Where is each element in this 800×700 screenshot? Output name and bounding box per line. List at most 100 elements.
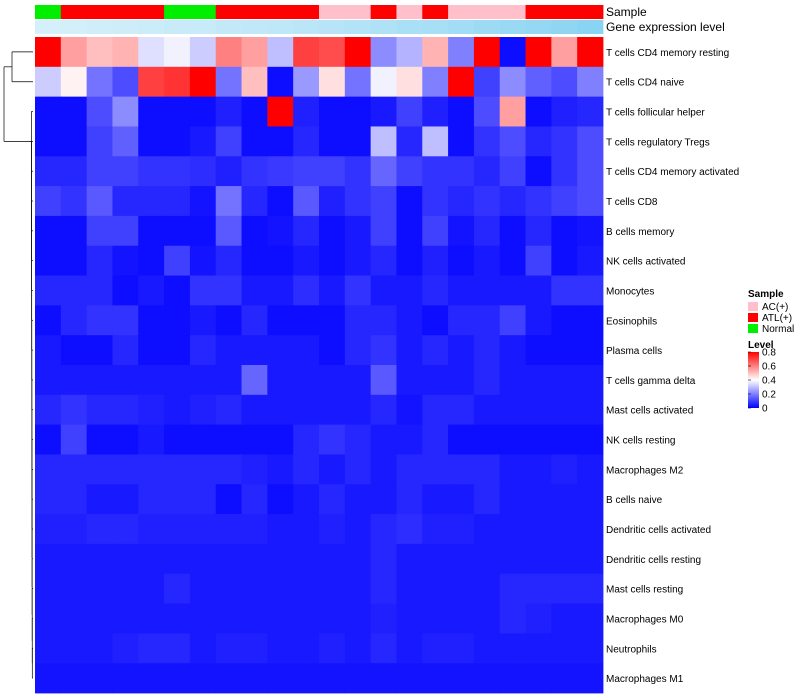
heatmap-cell [293, 573, 320, 604]
heatmap-cell [396, 663, 423, 694]
heatmap-cell [499, 245, 526, 276]
gene-expression-track-cell [164, 20, 191, 34]
heatmap-cell [499, 186, 526, 217]
heatmap-cell [241, 514, 268, 545]
row-dendrogram [3, 51, 33, 679]
heatmap-cell [164, 186, 191, 217]
heatmap-cell [422, 484, 449, 515]
heatmap-cell [112, 424, 139, 455]
heatmap-cell [448, 633, 475, 664]
heatmap-cell [138, 543, 165, 575]
sample-track-cell [448, 5, 475, 19]
heatmap-cell [293, 633, 320, 664]
heatmap-cell [525, 633, 552, 664]
heatmap-cell [86, 186, 113, 217]
heatmap-cell [267, 275, 294, 306]
heatmap-cell [112, 365, 139, 396]
heatmap-cell [499, 126, 526, 157]
heatmap-cell [396, 424, 423, 455]
gene-expression-track-cell [396, 20, 423, 34]
heatmap-cell [86, 484, 113, 515]
level-legend-title: Level [748, 340, 774, 351]
heatmap-cell [499, 305, 526, 336]
heatmap-cell [60, 66, 88, 98]
legend-label-ac: AC(+) [762, 302, 788, 313]
heatmap-cell [577, 37, 604, 68]
heatmap-cell [551, 96, 578, 127]
heatmap-cell [112, 245, 139, 276]
heatmap-cell [215, 245, 242, 276]
heatmap-cell [577, 275, 604, 306]
heatmap-cell [267, 454, 294, 485]
heatmap-cell [396, 275, 423, 306]
heatmap-cell [35, 66, 62, 98]
heatmap-cell [60, 663, 88, 694]
heatmap-cell [86, 663, 113, 694]
heatmap-cell [473, 96, 501, 127]
heatmap-cell [525, 275, 552, 306]
sample-track-cell [577, 5, 604, 19]
gene-expression-track-cell [319, 20, 346, 34]
heatmap-cell [86, 245, 113, 276]
row-label: T cells gamma delta [606, 376, 696, 387]
heatmap-cell [396, 335, 423, 366]
heatmap-cell [473, 663, 501, 694]
heatmap-cell [319, 365, 346, 396]
heatmap-cell [60, 424, 88, 455]
row-label: Macrophages M2 [606, 465, 684, 476]
sample-track-cell [215, 5, 242, 19]
heatmap-cell [448, 543, 475, 575]
heatmap-cell [293, 66, 320, 98]
heatmap-cell [422, 394, 449, 426]
heatmap-cell [396, 543, 423, 575]
heatmap-cell [267, 126, 294, 157]
heatmap-cell [370, 365, 397, 396]
heatmap-cell [448, 573, 475, 604]
heatmap-cell [215, 96, 242, 127]
heatmap-cell [344, 215, 372, 247]
heatmap-cell [319, 603, 346, 634]
gene-expression-track-cell [60, 20, 88, 34]
heatmap-cell [267, 305, 294, 336]
heatmap-cell [112, 96, 139, 127]
heatmap-cell [448, 126, 475, 157]
gene-expression-track-cell [370, 20, 397, 34]
level-tick-label: 0 [762, 404, 768, 415]
heatmap-cell [35, 275, 62, 306]
heatmap-cell [448, 484, 475, 515]
heatmap-cell [396, 454, 423, 485]
heatmap-cell [112, 335, 139, 366]
heatmap-cell [112, 37, 139, 68]
heatmap-cell [370, 96, 397, 127]
heatmap-cell [499, 37, 526, 68]
heatmap-cell [215, 394, 242, 426]
heatmap-cell [241, 66, 268, 98]
heatmap-cell [344, 37, 372, 68]
heatmap-cell [396, 365, 423, 396]
sample-track-cell [189, 5, 217, 19]
sample-track-cell [396, 5, 423, 19]
heatmap-cell [422, 543, 449, 575]
heatmap-cell [35, 543, 62, 575]
heatmap-cell [164, 305, 191, 336]
heatmap-cell [499, 275, 526, 306]
heatmap-cell [189, 573, 217, 604]
heatmap-cell [293, 454, 320, 485]
heatmap-cell [164, 96, 191, 127]
heatmap-cell [293, 186, 320, 217]
heatmap-cell [241, 454, 268, 485]
heatmap-cell [422, 66, 449, 98]
heatmap-cell [86, 275, 113, 306]
heatmap-cell [344, 514, 372, 545]
row-label: T cells follicular helper [606, 108, 705, 119]
heatmap-cell [525, 156, 552, 187]
sample-annotation-track [35, 5, 604, 19]
heatmap-cell [86, 573, 113, 604]
row-label: B cells naive [606, 495, 663, 506]
heatmap-cell [60, 245, 88, 276]
heatmap-cell [577, 66, 604, 98]
heatmap-cell [164, 365, 191, 396]
heatmap-cell [422, 663, 449, 694]
heatmap-cell [473, 156, 501, 187]
heatmap-cell [60, 186, 88, 217]
